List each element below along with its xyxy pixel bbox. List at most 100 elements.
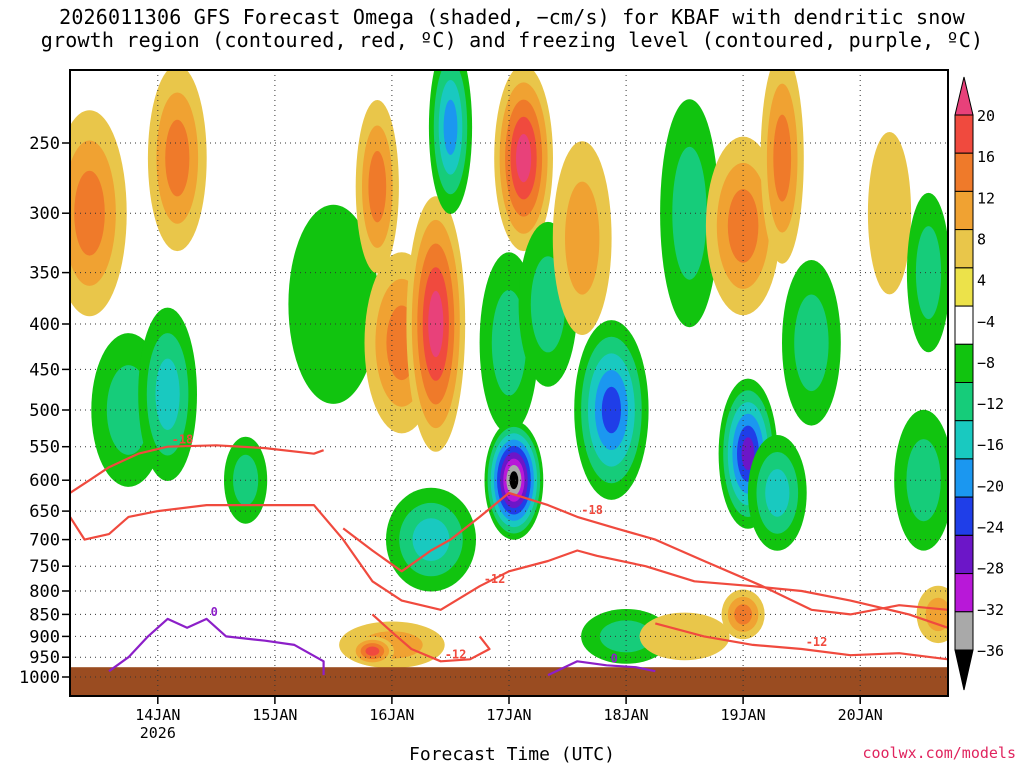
minus-18-mid-contour [342, 491, 948, 616]
omega-cell [552, 141, 612, 335]
colorbar-label: −20 [977, 477, 1004, 495]
colorbar-band [954, 229, 974, 269]
omega-cell [747, 435, 807, 551]
colorbar-label: −28 [977, 560, 1004, 578]
omega-cell-level [915, 226, 942, 320]
omega-cell [147, 70, 207, 252]
colorbar-label: 12 [977, 189, 995, 207]
colorbar-band [954, 458, 974, 498]
ground-surface [70, 667, 948, 696]
omega-cell [660, 99, 719, 328]
freezing-level-left [108, 617, 325, 676]
y-tick-label: 750 [29, 557, 60, 577]
colorbar-label: 8 [977, 231, 986, 249]
x-tick-label: 15JAN [252, 706, 297, 724]
colorbar-label: 16 [977, 148, 995, 166]
omega-cell-level [365, 646, 380, 656]
y-tick-label: 850 [29, 605, 60, 625]
omega-cell [916, 585, 948, 644]
omega-cell-level [906, 439, 941, 522]
ground-fill [70, 667, 948, 696]
minus-12-contour-label: -12 [484, 572, 506, 586]
y-tick-label: 250 [29, 134, 60, 154]
colorbar-band [954, 496, 974, 536]
colorbar-band [954, 114, 974, 154]
omega-cell-level [672, 146, 707, 280]
y-tick-label: 350 [29, 264, 60, 284]
freezing-level-left-label: 0 [211, 605, 218, 619]
omega-cell [138, 307, 198, 481]
omega-cell-level [639, 612, 730, 661]
omega-cell-level [734, 604, 752, 625]
colorbar-label: 20 [977, 107, 995, 125]
x-tick-label: 20JAN [838, 706, 883, 724]
y-tick-label: 600 [29, 471, 60, 491]
y-axis: 2503003504004505005506006507007508008509… [19, 134, 70, 688]
omega-cell-level [368, 151, 387, 223]
colorbar-band [954, 420, 974, 460]
omega-cell-level [599, 620, 653, 653]
omega-cell-level [867, 132, 912, 295]
omega-cell-level [765, 469, 790, 517]
x-tick-year: 2026 [140, 724, 176, 742]
colorbar-bottom-arrow [954, 649, 974, 691]
colorbar-label: −24 [977, 519, 1004, 537]
watermark: coolwx.com/models [862, 744, 1016, 762]
colorbar-label: −32 [977, 601, 1004, 619]
omega-cell-level [74, 170, 105, 256]
y-tick-label: 900 [29, 627, 60, 647]
colorbar-label: −36 [977, 642, 1004, 660]
colorbar-label: −12 [977, 395, 1004, 413]
colorbar-band [954, 534, 974, 575]
omega-cell-level [165, 119, 190, 197]
omega-cell-level [741, 437, 755, 471]
y-tick-label: 800 [29, 582, 60, 602]
colorbar-band [954, 152, 974, 192]
y-tick-label: 400 [29, 315, 60, 335]
y-tick-label: 1000 [19, 668, 60, 688]
omega-cell [355, 100, 399, 274]
omega-cell [428, 70, 473, 214]
colorbar: 20 16 12 8 4 −4 −8 −12 −16 −20 −24 −28 −32 −36 [954, 76, 1004, 691]
omega-cell-level [509, 471, 519, 490]
y-tick-label: 500 [29, 401, 60, 421]
minus-12-right-contour [655, 622, 948, 661]
x-tick-label: 16JAN [369, 706, 414, 724]
omega-cell [906, 192, 948, 353]
minus-18-contour [70, 444, 324, 494]
colorbar-band [954, 267, 974, 307]
omega-cell [721, 589, 765, 640]
minus-12-contour [70, 504, 948, 629]
omega-cell-level [288, 204, 379, 404]
omega-cell [639, 612, 730, 661]
omega-cell [867, 132, 912, 295]
chart-title: 2026011306 GFS Forecast Omega (shaded, −… [0, 6, 1024, 52]
omega-cell-level [601, 386, 622, 434]
minus-12-low-contour-label: -12 [445, 647, 467, 661]
y-tick-label: 700 [29, 531, 60, 551]
omega-cell-level [794, 294, 829, 392]
y-tick-label: 450 [29, 360, 60, 380]
minus-12-right-contour-label: -12 [806, 635, 828, 649]
x-tick-label: 19JAN [721, 706, 766, 724]
colorbar-top-arrow [954, 76, 974, 116]
colorbar-label: −16 [977, 436, 1004, 454]
chart-title-line-1: 2026011306 GFS Forecast Omega (shaded, −… [59, 5, 965, 29]
y-tick-label: 300 [29, 204, 60, 224]
omega-cell [484, 420, 544, 540]
omega-cell [70, 110, 127, 317]
x-tick-label: 17JAN [486, 706, 531, 724]
colorbar-band [954, 573, 974, 613]
minus-18-mid-contour-label: -18 [581, 503, 603, 517]
contour-lines: -18 -12 -12 -18 -12 0 0 [70, 433, 948, 677]
x-axis-label: Forecast Time (UTC) [409, 744, 615, 765]
colorbar-band [954, 382, 974, 422]
colorbar-band [954, 190, 974, 231]
colorbar-band [954, 305, 974, 345]
y-tick-label: 650 [29, 502, 60, 522]
omega-cell-level [443, 99, 458, 155]
y-tick-label: 950 [29, 648, 60, 668]
freezing-level-right-label: 0 [611, 651, 618, 665]
